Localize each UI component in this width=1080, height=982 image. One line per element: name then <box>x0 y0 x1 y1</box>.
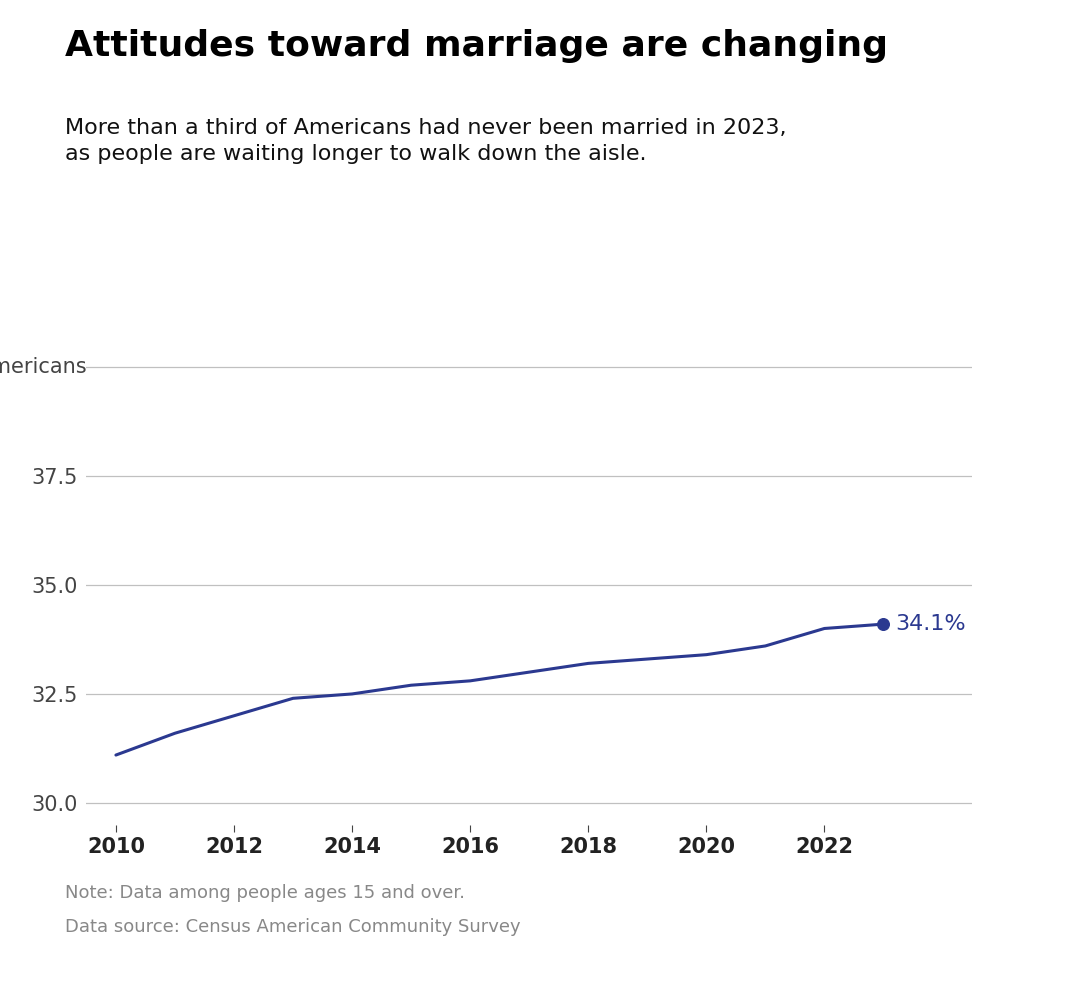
Text: Attitudes toward marriage are changing: Attitudes toward marriage are changing <box>65 29 888 64</box>
Text: Data source: Census American Community Survey: Data source: Census American Community S… <box>65 918 521 936</box>
Text: More than a third of Americans had never been married in 2023,
as people are wai: More than a third of Americans had never… <box>65 118 786 164</box>
Text: 34.1%: 34.1% <box>895 614 966 634</box>
Text: 40.0% of Americans: 40.0% of Americans <box>0 356 86 377</box>
Text: Note: Data among people ages 15 and over.: Note: Data among people ages 15 and over… <box>65 884 464 901</box>
Point <box>875 617 892 632</box>
